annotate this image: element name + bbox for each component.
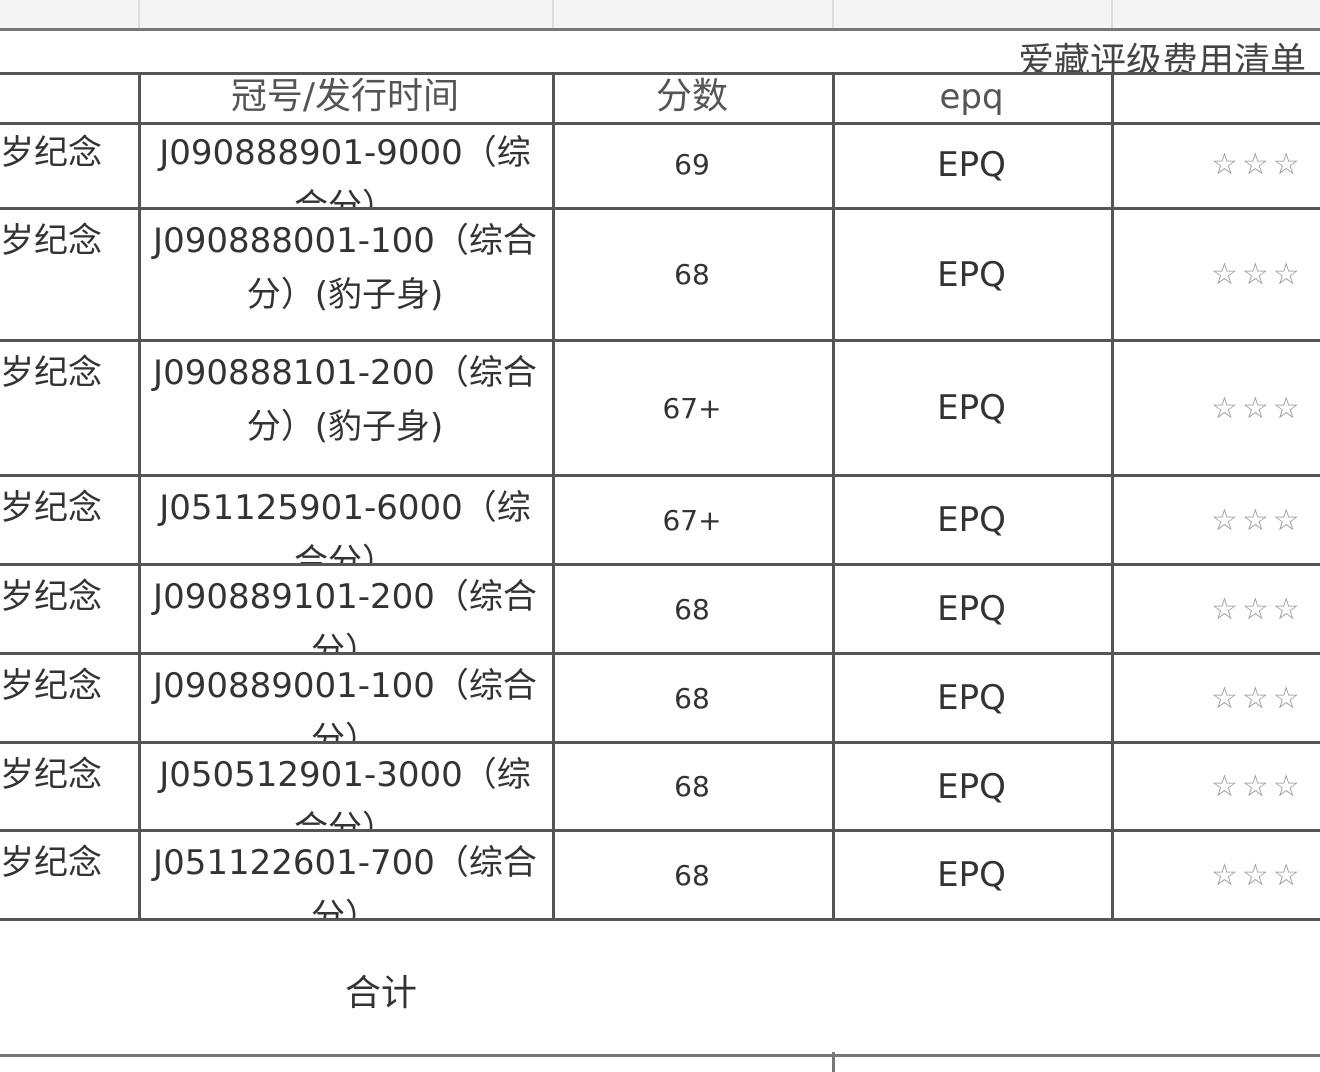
header-cell-name[interactable] [0,72,141,122]
header-cell-score[interactable]: 分数 [552,72,835,122]
total-row[interactable]: 合计 [0,924,1320,1072]
gridline [1111,0,1113,28]
cell-name[interactable]: 岁纪念 [0,210,141,339]
name-text: 岁纪念 [0,133,102,173]
star-rating-icon: ☆☆☆ [1211,591,1304,627]
table-row: 岁纪念 J090889001-100（综合分） 68 EPQ ☆☆☆ [0,655,1320,744]
star-rating-icon: ☆☆☆ [1211,680,1304,716]
cell-name[interactable]: 岁纪念 [0,122,141,207]
cell-name[interactable]: 岁纪念 [0,832,141,918]
name-text: 岁纪念 [0,843,102,883]
cell-stars[interactable]: ☆☆☆ [1111,122,1320,207]
cell-name[interactable]: 岁纪念 [0,342,141,474]
cell-epq[interactable]: EPQ [832,744,1114,829]
serial-text: J090889101-200（综合分） [153,577,537,652]
cell-name[interactable]: 岁纪念 [0,566,141,652]
name-text: 岁纪念 [0,666,102,706]
serial-text: J090889001-100（综合分） [153,666,537,741]
cell-epq[interactable]: EPQ [832,655,1114,741]
gridline [832,0,834,28]
name-text: 岁纪念 [0,577,102,617]
star-rating-icon: ☆☆☆ [1211,147,1304,182]
header-cell-serial[interactable]: 冠号/发行时间 [138,72,555,122]
gridline [138,0,140,28]
star-rating-icon: ☆☆☆ [1211,257,1304,292]
name-text: 岁纪念 [0,221,102,261]
cell-epq[interactable]: EPQ [832,566,1114,652]
cell-epq[interactable]: EPQ [832,210,1114,339]
cell-serial[interactable]: J090889101-200（综合分） [138,566,555,652]
gridline [552,0,554,28]
name-text: 岁纪念 [0,353,102,393]
cell-score[interactable]: 68 [552,566,835,652]
header-row: 冠号/发行时间 分数 epq [0,72,1320,125]
header-cell-epq[interactable]: epq [832,72,1114,122]
table-row: 岁纪念 J051122601-700（综合分） 68 EPQ ☆☆☆ [0,832,1320,921]
cell-score[interactable]: 67+ [552,342,835,474]
name-text: 岁纪念 [0,488,102,528]
cell-score[interactable]: 69 [552,122,835,207]
cell-score[interactable]: 68 [552,210,835,339]
cell-serial[interactable]: J051125901-6000（综合分） [138,477,555,563]
cell-score[interactable]: 67+ [552,477,835,563]
cell-stars[interactable]: ☆☆☆ [1111,342,1320,474]
star-rating-icon: ☆☆☆ [1211,857,1304,893]
table-row: 岁纪念 J090888101-200（综合分）(豹子身) 67+ EPQ ☆☆☆ [0,342,1320,477]
cell-serial[interactable]: J090888001-100（综合分）(豹子身) [138,210,555,339]
cell-epq[interactable]: EPQ [832,477,1114,563]
cell-score[interactable]: 68 [552,832,835,918]
serial-text: J051125901-6000（综合分） [159,488,531,563]
serial-text: J090888001-100（综合分）(豹子身) [153,221,537,315]
table-row: 岁纪念 J051125901-6000（综合分） 67+ EPQ ☆☆☆ [0,477,1320,566]
table-row: 岁纪念 J090889101-200（综合分） 68 EPQ ☆☆☆ [0,566,1320,655]
cell-stars[interactable]: ☆☆☆ [1111,477,1320,563]
cell-score[interactable]: 68 [552,655,835,741]
serial-text: J090888101-200（综合分）(豹子身) [153,353,537,447]
cell-name[interactable]: 岁纪念 [0,477,141,563]
cell-serial[interactable]: J051122601-700（综合分） [138,832,555,918]
gridline [832,1052,835,1072]
total-label: 合计 [345,973,418,1014]
serial-text: J050512901-3000（综合分） [159,755,531,829]
header-cell-rating[interactable] [1111,72,1320,122]
cell-serial[interactable]: J090888101-200（综合分）(豹子身) [138,342,555,474]
serial-text: J051122601-700（综合分） [153,843,537,918]
star-rating-icon: ☆☆☆ [1211,390,1304,426]
cell-serial[interactable]: J090888901-9000（综合分） [138,122,555,207]
cell-stars[interactable]: ☆☆☆ [1111,210,1320,339]
star-rating-icon: ☆☆☆ [1211,502,1304,538]
sheet-title-cell[interactable]: 爱藏评级费用清单 [0,30,1320,75]
cell-stars[interactable]: ☆☆☆ [1111,655,1320,741]
table-row: 岁纪念 J050512901-3000（综合分） 68 EPQ ☆☆☆ [0,744,1320,832]
cell-stars[interactable]: ☆☆☆ [1111,744,1320,829]
cell-serial[interactable]: J090889001-100（综合分） [138,655,555,741]
table-row: 岁纪念 J090888001-100（综合分）(豹子身) 68 EPQ ☆☆☆ [0,210,1320,342]
star-rating-icon: ☆☆☆ [1211,769,1304,804]
cell-epq[interactable]: EPQ [832,832,1114,918]
cell-serial[interactable]: J050512901-3000（综合分） [138,744,555,829]
column-header-strip [0,0,1320,31]
table-row: 岁纪念 J090888901-9000（综合分） 69 EPQ ☆☆☆ [0,122,1320,210]
cell-epq[interactable]: EPQ [832,122,1114,207]
cell-stars[interactable]: ☆☆☆ [1111,566,1320,652]
name-text: 岁纪念 [0,755,102,795]
sheet-title: 爱藏评级费用清单 [1018,41,1307,75]
cell-epq[interactable]: EPQ [832,342,1114,474]
cell-score[interactable]: 68 [552,744,835,829]
cell-stars[interactable]: ☆☆☆ [1111,832,1320,918]
cell-name[interactable]: 岁纪念 [0,744,141,829]
serial-text: J090888901-9000（综合分） [159,133,531,207]
cell-name[interactable]: 岁纪念 [0,655,141,741]
